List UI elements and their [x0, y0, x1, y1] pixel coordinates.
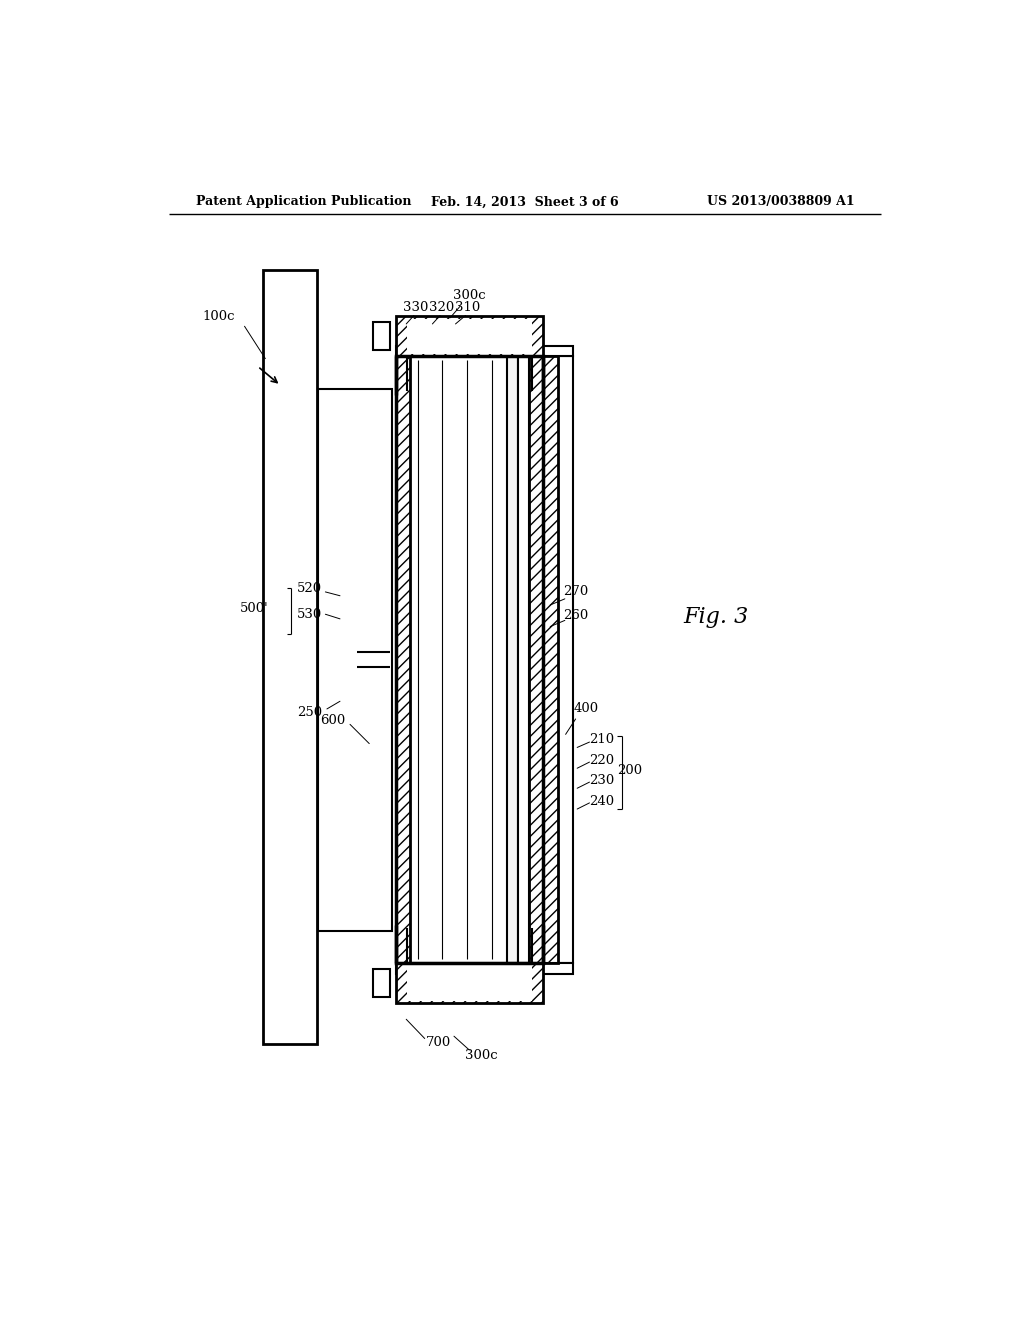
Text: 520: 520 — [297, 582, 322, 594]
Text: 260: 260 — [563, 610, 588, 622]
Text: 330: 330 — [402, 301, 428, 314]
Text: 240: 240 — [589, 795, 614, 808]
Text: Feb. 14, 2013  Sheet 3 of 6: Feb. 14, 2013 Sheet 3 of 6 — [431, 195, 618, 209]
Text: 300c: 300c — [453, 289, 485, 302]
Text: 310: 310 — [456, 301, 480, 314]
Bar — [407, 965, 531, 1001]
Bar — [396, 356, 543, 964]
Bar — [263, 271, 316, 1044]
Bar — [396, 317, 543, 356]
Text: 210: 210 — [589, 733, 614, 746]
Bar — [528, 356, 543, 964]
Bar — [373, 322, 390, 350]
Text: 220: 220 — [589, 754, 614, 767]
Bar — [318, 388, 392, 931]
Bar — [396, 346, 573, 356]
Bar — [396, 964, 543, 1003]
Bar — [396, 356, 410, 964]
Text: Fig. 3: Fig. 3 — [683, 606, 749, 627]
Text: 250: 250 — [297, 706, 322, 719]
Text: 400: 400 — [573, 702, 599, 715]
Text: Patent Application Publication: Patent Application Publication — [196, 195, 412, 209]
Bar — [396, 317, 543, 356]
Bar — [528, 356, 543, 964]
Text: US 2013/0038809 A1: US 2013/0038809 A1 — [707, 195, 854, 209]
Bar — [396, 356, 410, 964]
Text: 100c: 100c — [203, 310, 236, 323]
Text: 600: 600 — [321, 714, 346, 727]
Text: 270: 270 — [563, 585, 588, 598]
Bar — [507, 356, 518, 964]
Bar — [373, 969, 390, 997]
Bar — [558, 356, 573, 964]
Text: 530: 530 — [297, 607, 322, 620]
Bar — [543, 356, 558, 964]
Bar — [396, 964, 573, 974]
Bar — [518, 356, 528, 964]
Bar — [396, 964, 543, 1003]
Text: 230: 230 — [589, 774, 614, 787]
Text: 200: 200 — [616, 764, 642, 777]
Bar — [543, 356, 558, 964]
Bar — [407, 318, 531, 354]
Text: 320: 320 — [429, 301, 455, 314]
Text: 500': 500' — [240, 602, 268, 615]
Text: 300c: 300c — [465, 1049, 498, 1063]
Text: 700: 700 — [426, 1036, 452, 1049]
